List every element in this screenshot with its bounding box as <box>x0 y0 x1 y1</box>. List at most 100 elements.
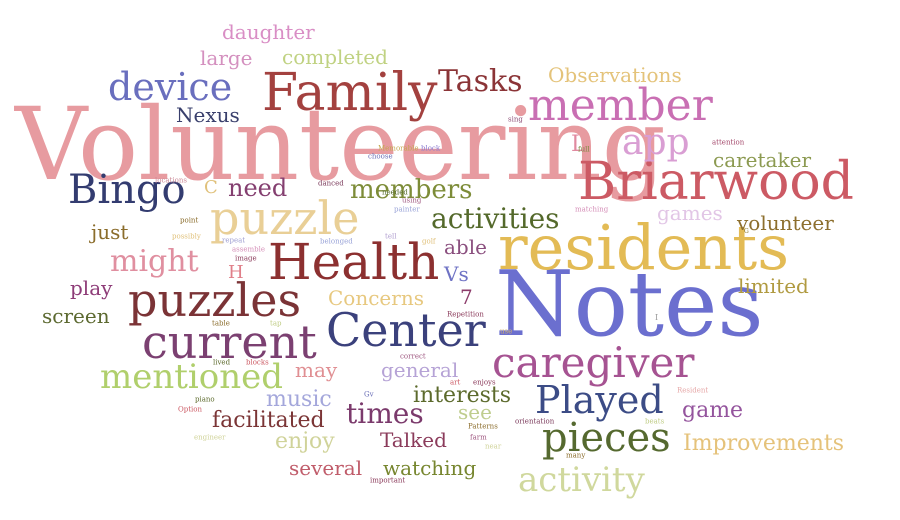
word: matching <box>575 205 609 214</box>
word: member <box>528 80 713 131</box>
word: possibly <box>172 232 201 241</box>
word: general <box>381 358 459 382</box>
word: Improvements <box>683 431 845 456</box>
word: many <box>566 451 586 460</box>
word: enjoy <box>275 429 335 454</box>
word: Notes <box>495 252 764 357</box>
word: Played <box>535 378 664 422</box>
word: Health <box>268 233 440 291</box>
word: times <box>346 397 424 430</box>
word: 7 <box>460 285 473 309</box>
word: needed <box>382 188 408 197</box>
word: using <box>402 196 422 205</box>
word: several <box>289 456 363 480</box>
word: completed <box>282 45 388 69</box>
word: image <box>235 254 257 263</box>
word: Briarwood <box>578 152 854 212</box>
word: table <box>212 319 230 328</box>
word: large <box>200 46 253 70</box>
word: watching <box>383 456 477 480</box>
word: L <box>571 132 586 157</box>
word: may <box>295 358 338 382</box>
word: caregiver <box>492 338 695 387</box>
word: full <box>578 145 590 154</box>
word: orientation <box>515 417 555 426</box>
word: see <box>458 400 492 424</box>
word: attention <box>712 138 745 147</box>
word: Observations <box>548 63 682 87</box>
word: blocks <box>246 358 269 367</box>
word: repeat <box>222 236 246 245</box>
word: Talked <box>380 428 447 452</box>
word: correct <box>400 352 426 361</box>
word: Tasks <box>438 64 523 99</box>
word: music <box>266 387 332 412</box>
word: volunteer <box>737 211 834 235</box>
word: caretaker <box>713 148 811 172</box>
word: device <box>108 65 233 109</box>
word: locations <box>155 176 187 185</box>
word: enjoys <box>473 378 496 387</box>
word: Center <box>326 303 486 357</box>
word: painter <box>394 205 420 214</box>
word: beats <box>645 417 665 426</box>
word: art <box>450 378 461 387</box>
word: puzzle <box>210 191 360 245</box>
word: Vs <box>444 262 469 286</box>
word: assemble <box>232 245 266 254</box>
word: Option <box>178 405 202 414</box>
word: belonged <box>320 237 353 246</box>
word: H <box>228 262 244 283</box>
word: able <box>444 235 487 259</box>
word: members <box>350 175 473 205</box>
word: facilitated <box>212 408 325 433</box>
word: puzzles <box>128 273 302 327</box>
word: choose <box>368 152 393 161</box>
word: Concerns <box>328 286 424 310</box>
word: interests <box>413 383 512 408</box>
word: danced <box>318 179 344 188</box>
word: Bingo <box>68 167 186 213</box>
word: just <box>91 220 129 244</box>
word: lived <box>213 358 231 367</box>
word: tap <box>270 319 282 328</box>
word: residents <box>498 211 790 284</box>
word: farm <box>470 433 487 442</box>
word: current <box>142 315 317 369</box>
word: I <box>655 313 659 322</box>
word: limited <box>738 274 809 298</box>
word: game <box>682 398 744 423</box>
word: mentioned <box>100 357 284 397</box>
word: Nexus <box>176 103 240 127</box>
word: screen <box>42 304 110 328</box>
word: Family <box>262 63 438 123</box>
word: golf <box>422 237 436 246</box>
word: Repetition <box>447 310 484 319</box>
word: activity <box>518 460 645 500</box>
word: play <box>70 276 113 300</box>
word: important <box>370 476 406 485</box>
word: C <box>204 177 218 198</box>
word: activities <box>431 202 560 235</box>
word: pieces <box>542 415 671 461</box>
word: Patterns <box>468 422 498 431</box>
word: piano <box>195 395 215 404</box>
word: use <box>500 327 513 336</box>
word: Resident <box>677 386 709 395</box>
word: need <box>228 174 288 202</box>
word: block <box>421 144 441 153</box>
word: Volunteering <box>15 86 666 203</box>
word: engineer <box>194 433 226 442</box>
word: Gv <box>364 390 374 399</box>
word: G <box>744 228 749 235</box>
word: point <box>180 216 199 225</box>
word: daughter <box>222 20 315 44</box>
word: Memorable <box>378 144 419 153</box>
word: near <box>485 442 502 451</box>
word: games <box>657 201 723 225</box>
word: might <box>110 244 199 279</box>
word: app <box>622 122 690 163</box>
word: tell <box>385 232 397 241</box>
word: sing <box>508 115 523 124</box>
